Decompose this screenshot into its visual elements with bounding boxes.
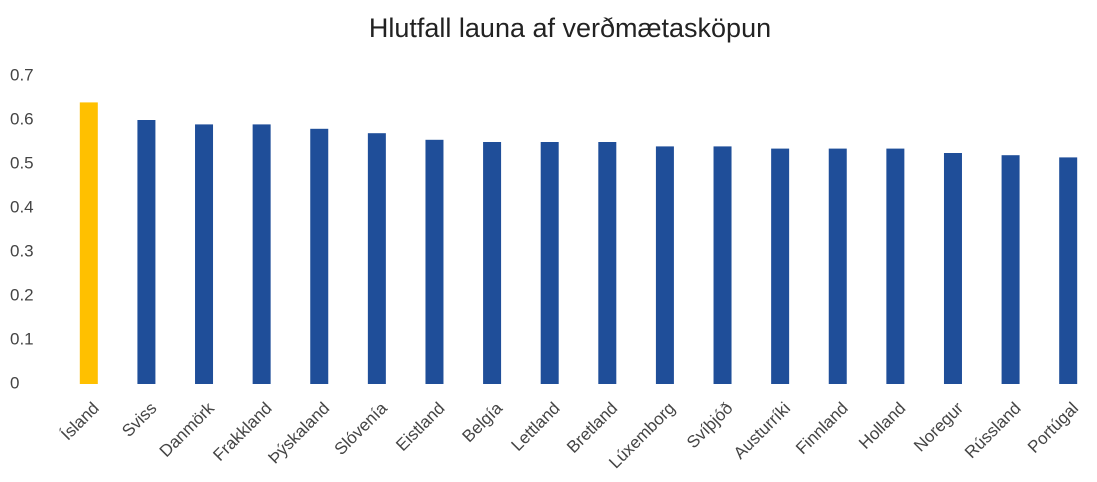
bar	[655, 146, 674, 384]
x-tick-label: Þýskaland	[264, 399, 333, 468]
x-tick-label: Portúgal	[1024, 399, 1082, 457]
bar	[713, 146, 732, 384]
x-tick-label: Eistland	[392, 399, 448, 455]
chart-title: Hlutfall launa af verðmætasköpun	[369, 13, 771, 43]
y-tick-label: 0.5	[10, 153, 34, 172]
x-tick-label: Ísland	[57, 399, 103, 445]
y-tick-label: 0.3	[10, 241, 34, 260]
y-tick-label: 0.2	[10, 285, 34, 304]
x-tick-label: Sviss	[118, 399, 160, 441]
x-tick-label: Noregur	[910, 398, 967, 455]
bar	[310, 128, 329, 384]
bar	[367, 133, 386, 384]
y-tick-label: 0	[10, 373, 19, 392]
bar	[1001, 155, 1020, 384]
bar	[425, 139, 444, 384]
bar	[79, 102, 98, 385]
y-tick-label: 0.4	[10, 197, 34, 216]
y-tick-label: 0.7	[10, 65, 34, 84]
y-tick-label: 0.1	[10, 329, 34, 348]
bar	[252, 124, 271, 385]
bar	[886, 148, 905, 384]
y-tick-label: 0.6	[10, 109, 34, 128]
x-tick-label: Slóvenía	[331, 398, 392, 459]
x-tick-label: Finnland	[792, 399, 852, 459]
bar	[137, 120, 156, 384]
x-tick-label: Belgía	[459, 398, 507, 446]
bar	[598, 142, 617, 384]
x-tick-label: Rússland	[961, 399, 1025, 463]
bar	[195, 124, 214, 385]
x-tick-label: Austurríki	[730, 399, 794, 463]
bar	[483, 142, 502, 384]
bar	[943, 153, 962, 384]
bar	[540, 142, 559, 384]
x-tick-label: Lettland	[507, 399, 563, 455]
x-tick-label: Bretland	[563, 399, 621, 457]
x-tick-label: Svíþjóð	[683, 399, 737, 453]
bar	[1059, 157, 1078, 384]
bar	[771, 148, 790, 384]
x-tick-label: Holland	[855, 399, 909, 453]
bar	[828, 148, 847, 384]
